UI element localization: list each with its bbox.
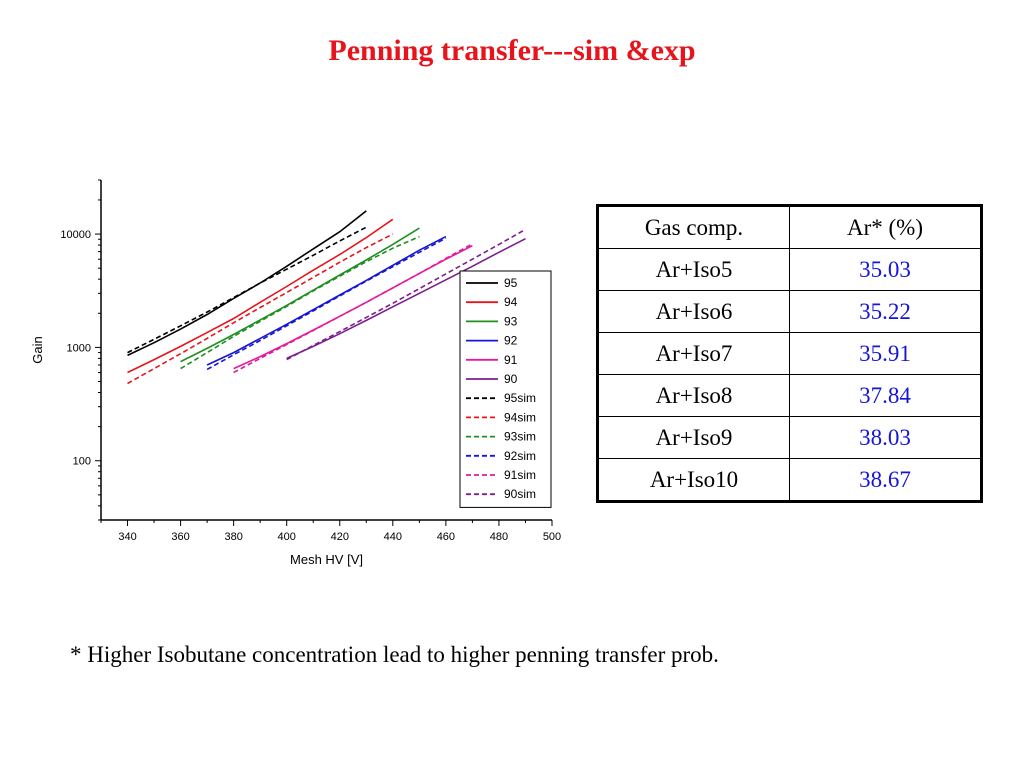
ar-value-cell: 37.84 [789,374,982,417]
series-line-92sim [206,237,447,371]
x-tick-label: 460 [437,531,455,543]
legend-label: 91sim [504,468,536,482]
column-header-gas: Gas comp. [597,205,790,249]
gas-cell: Ar+Iso5 [597,248,790,291]
series-line-91 [233,244,473,370]
x-tick-label: 380 [224,531,242,543]
legend-label: 90 [504,372,518,386]
slide-title: Penning transfer---sim &exp [328,34,696,67]
table-row: Ar+Iso7 35.91 [597,332,982,375]
footnote: * Higher Isobutane concentration lead to… [70,642,719,667]
y-tick-label: 100 [73,456,91,468]
gain-vs-mesh-hv-chart: 340 360 380 400 420 440 460 480 500 100 1000 10000 M… [30,179,561,567]
legend-label: 94sim [504,410,536,424]
y-tick-label: 10000 [60,229,91,241]
legend-label: 90sim [504,487,536,501]
y-tick-label: 1000 [67,342,91,354]
chart-series [127,210,526,385]
x-tick-label: 420 [331,531,349,543]
table-row: Ar+Iso5 35.03 [597,248,982,291]
table-row: Ar+Iso6 35.22 [597,290,982,333]
legend-label: 93 [504,314,518,328]
ar-value-cell: 38.67 [789,458,982,502]
chart-axes: 340 360 380 400 420 440 460 480 500 100 1000 10000 M… [30,179,561,567]
series-line-95sim [127,226,367,354]
x-tick-label: 340 [118,531,136,543]
column-header-ar: Ar* (%) [789,205,982,249]
table-row: Ar+Iso10 38.67 [597,458,982,502]
chart-legend: 95 94 93 92 91 90 95sim 94sim 93sim 92sim 91sim 90s… [459,270,552,508]
gas-cell: Ar+Iso9 [597,416,790,459]
series-line-94sim [127,233,394,385]
penning-transfer-table: Gas comp. Ar* (%) Ar+Iso5 35.03 Ar+Iso6 … [596,204,983,503]
x-tick-label: 360 [171,531,189,543]
series-line-90sim [286,228,526,361]
series-line-93sim [180,235,420,370]
gas-cell: Ar+Iso8 [597,374,790,417]
series-line-92 [206,235,447,366]
x-axis-label: Mesh HV [V] [290,552,363,567]
table-row: Ar+Iso9 38.03 [597,416,982,459]
series-line-94 [127,218,394,374]
legend-label: 92 [504,334,518,348]
legend-label: 93sim [504,430,536,444]
series-line-91sim [233,243,473,374]
legend-label: 92sim [504,449,536,463]
gas-cell: Ar+Iso6 [597,290,790,333]
series-line-93 [180,227,420,363]
table-header-row: Gas comp. Ar* (%) [597,205,982,249]
legend-label: 95 [504,276,518,290]
y-axis-label: Gain [30,336,45,363]
ar-value-cell: 35.22 [789,290,982,333]
x-tick-label: 480 [490,531,508,543]
gas-cell: Ar+Iso7 [597,332,790,375]
legend-label: 91 [504,353,518,367]
ar-value-cell: 38.03 [789,416,982,459]
ar-value-cell: 35.91 [789,332,982,375]
series-line-90 [286,237,526,360]
series-line-95 [127,210,367,357]
ar-value-cell: 35.03 [789,248,982,291]
gas-cell: Ar+Iso10 [597,458,790,502]
legend-label: 94 [504,295,518,309]
x-tick-label: 440 [384,531,402,543]
table-row: Ar+Iso8 37.84 [597,374,982,417]
legend-label: 95sim [504,391,536,405]
legend-box [459,270,552,508]
x-tick-label: 400 [278,531,296,543]
x-tick-label: 500 [543,531,561,543]
